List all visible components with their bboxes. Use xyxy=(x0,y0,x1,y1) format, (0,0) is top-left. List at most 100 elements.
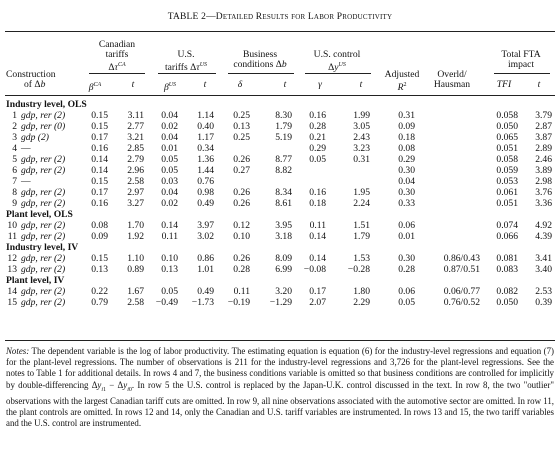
table-row: 1 gdp, rer (2) 0.15 3.11 0.04 1.14 0.25 8.30 0.1… xyxy=(0,110,560,121)
cell-b2: 0.04 xyxy=(161,132,178,143)
cell-b2: 0.14 xyxy=(161,220,178,231)
hdr-overld-1: Overld/ xyxy=(437,69,467,80)
cell-tfi: 0.050 xyxy=(496,297,518,308)
cell-b1: 0.15 xyxy=(91,253,108,264)
cell-b1: 0.15 xyxy=(91,110,108,121)
construction-cell: — xyxy=(21,143,31,154)
table-row: 10 gdp, rer (2) 0.08 1.70 0.14 3.97 0.12 3.95 0.… xyxy=(0,220,560,231)
cell-d: −0.19 xyxy=(227,297,250,308)
cell-r2: 0.04 xyxy=(398,176,415,187)
cell-t3: 8.09 xyxy=(275,253,292,264)
row-number: 5 xyxy=(12,154,17,165)
cell-t3: 3.95 xyxy=(275,220,292,231)
hdr-adjusted-1: Adjusted xyxy=(384,69,420,80)
cell-t1: 3.11 xyxy=(127,110,144,121)
cell-d: 0.25 xyxy=(233,110,250,121)
cell-r2: 0.05 xyxy=(398,297,415,308)
hdr-construction-1: Construction xyxy=(6,69,56,80)
cell-d: 0.26 xyxy=(233,198,250,209)
cell-t4: 1.99 xyxy=(353,110,370,121)
cell-b1: 0.17 xyxy=(91,132,108,143)
cell-t1: 2.96 xyxy=(127,165,144,176)
sub-gamma: γ xyxy=(318,79,322,90)
cell-t5: 3.79 xyxy=(535,110,552,121)
cell-tfi: 0.051 xyxy=(496,198,518,209)
cell-t4: 1.80 xyxy=(353,286,370,297)
cell-t2: 1.14 xyxy=(197,110,214,121)
construction-cell: gdp, rer (2) xyxy=(21,154,66,165)
cell-oh: 0.86/0.43 xyxy=(443,253,480,264)
row-number: 11 xyxy=(7,231,17,242)
cell-t5: 3.36 xyxy=(535,198,552,209)
cell-b1: 0.15 xyxy=(91,121,108,132)
cell-tfi: 0.083 xyxy=(496,264,518,275)
table-row: 4 — 0.16 2.85 0.01 0.34 0.29 3.23 0.08 0.051 2.89 xyxy=(0,143,560,154)
cell-t1: 2.77 xyxy=(127,121,144,132)
table-row: 7 — 0.15 2.58 0.03 0.76 0.04 0.053 2.98 xyxy=(0,176,560,187)
row-number: 8 xyxy=(12,187,17,198)
row-number: 12 xyxy=(7,253,17,264)
cell-d: 0.27 xyxy=(233,165,250,176)
table-row: 2 gdp, rer (0) 0.15 2.77 0.02 0.40 0.13 1.79 0.2… xyxy=(0,121,560,132)
hdr-underline-business xyxy=(228,73,294,74)
section-header: Plant level, IV xyxy=(6,275,65,286)
cell-t5: 3.89 xyxy=(535,165,552,176)
table-row: 13 gdp, rer (2) 0.13 0.89 0.13 1.01 0.28 6.99 −0… xyxy=(0,264,560,275)
cell-tfi: 0.058 xyxy=(496,154,518,165)
cell-b1: 0.22 xyxy=(91,286,108,297)
sub-t2: t xyxy=(203,79,207,90)
construction-cell: gdp, rer (2) xyxy=(21,264,66,275)
cell-r2: 0.01 xyxy=(398,231,415,242)
cell-t2: 1.17 xyxy=(197,132,214,143)
cell-t2: 0.76 xyxy=(197,176,214,187)
construction-cell: gdp, rer (2) xyxy=(21,198,66,209)
cell-d: 0.26 xyxy=(233,253,250,264)
hdr-us-2: tariffs ΔτUS xyxy=(164,62,208,74)
cell-t5: 2.98 xyxy=(535,176,552,187)
row-number: 3 xyxy=(12,132,17,143)
cell-tfi: 0.081 xyxy=(496,253,518,264)
cell-t5: 3.76 xyxy=(535,187,552,198)
cell-t1: 2.79 xyxy=(127,154,144,165)
hdr-adjusted-2: R2 xyxy=(397,82,407,94)
cell-tfi: 0.061 xyxy=(496,187,518,198)
cell-t4: 2.29 xyxy=(353,297,370,308)
hdr-uscontrol-1: U.S. control xyxy=(313,49,361,60)
cell-r2: 0.30 xyxy=(398,187,415,198)
cell-b2: 0.10 xyxy=(161,253,178,264)
cell-b1: 0.13 xyxy=(91,264,108,275)
cell-tfi: 0.050 xyxy=(496,121,518,132)
sub-beta-us: βUS xyxy=(163,82,177,94)
cell-b2: 0.02 xyxy=(161,121,178,132)
cell-t3: 8.34 xyxy=(275,187,292,198)
cell-tfi: 0.058 xyxy=(496,110,518,121)
cell-t1: 1.92 xyxy=(127,231,144,242)
cell-g: 0.11 xyxy=(309,220,326,231)
cell-oh: 0.06/0.77 xyxy=(443,286,480,297)
cell-t1: 1.67 xyxy=(127,286,144,297)
cell-t3: 1.79 xyxy=(275,121,292,132)
cell-t4: 1.79 xyxy=(353,231,370,242)
row-number: 15 xyxy=(7,297,17,308)
hdr-overld-2: Hausman xyxy=(433,79,471,90)
row-number: 2 xyxy=(12,121,17,132)
cell-t2: 1.01 xyxy=(197,264,214,275)
cell-t2: 0.34 xyxy=(197,143,214,154)
cell-d: 0.26 xyxy=(233,187,250,198)
cell-t1: 1.10 xyxy=(127,253,144,264)
cell-t3: 8.77 xyxy=(275,154,292,165)
row-number: 7 xyxy=(12,176,17,187)
cell-g: 0.16 xyxy=(309,110,326,121)
cell-b1: 0.16 xyxy=(91,143,108,154)
hdr-fta-2: impact xyxy=(507,59,535,70)
cell-b2: 0.05 xyxy=(161,154,178,165)
cell-b2: 0.05 xyxy=(161,286,178,297)
cell-t3: 3.18 xyxy=(275,231,292,242)
cell-b1: 0.16 xyxy=(91,198,108,209)
cell-g: −0.08 xyxy=(303,264,326,275)
cell-t5: 3.40 xyxy=(535,264,552,275)
row-number: 9 xyxy=(12,198,17,209)
cell-b2: 0.04 xyxy=(161,187,178,198)
bottom-rule xyxy=(5,340,555,341)
